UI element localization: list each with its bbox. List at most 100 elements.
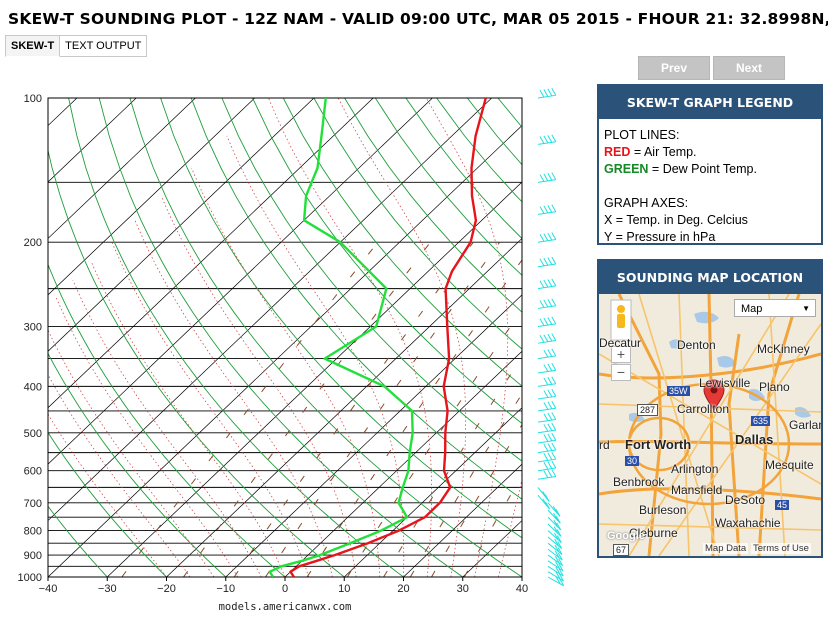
isotherm-line — [48, 98, 137, 183]
wind-barb — [547, 502, 561, 517]
wind-barb — [537, 442, 557, 454]
wind-barb — [537, 134, 557, 145]
tab-skew-t[interactable]: SKEW-T — [5, 35, 61, 57]
mixing-ratio-line — [463, 474, 522, 577]
tab-text-output[interactable]: TEXT OUTPUT — [60, 35, 148, 57]
temp-tick-label: −40 — [39, 583, 58, 595]
pressure-tick-label: 500 — [24, 428, 42, 440]
temp-tick-label: 30 — [457, 583, 469, 595]
pressure-tick-label: 800 — [24, 526, 42, 538]
plot-lines-heading: PLOT LINES: — [604, 128, 680, 142]
map-type-value: Map — [741, 303, 763, 315]
dry-adiabat — [529, 98, 590, 577]
legend-red-text: = Air Temp. — [630, 145, 697, 159]
dry-adiabat — [48, 148, 345, 577]
highway-shield: 45 — [775, 500, 790, 510]
wind-barb — [537, 487, 550, 502]
moist-adiabat — [191, 167, 381, 577]
mixing-ratio-line — [233, 241, 474, 577]
legend-red-word: RED — [604, 145, 631, 159]
isotherm-line — [462, 520, 522, 577]
isotherm-line — [48, 125, 522, 577]
map-city-label: Decatur — [599, 336, 642, 350]
graph-axes-heading: GRAPH AXES: — [604, 196, 689, 210]
isotherm-line — [581, 98, 590, 577]
wind-barb — [537, 400, 557, 412]
moist-adiabat — [337, 98, 466, 577]
map-city-label: Mesquite — [765, 458, 814, 472]
mixing-ratio-line — [383, 356, 522, 577]
zoom-out-button[interactable]: − — [611, 364, 631, 381]
moist-adiabat — [111, 242, 310, 577]
terms-of-use-link[interactable]: Terms of Use — [751, 543, 811, 554]
map-city-label: Denton — [677, 338, 716, 352]
dry-adiabat — [282, 98, 522, 387]
map-city-label: McKinney — [757, 342, 810, 356]
isotherm-line — [521, 576, 522, 577]
pressure-tick-label: 600 — [24, 466, 42, 478]
moist-adiabat — [91, 261, 286, 577]
isotherm-line — [225, 294, 522, 577]
temp-tick-label: 10 — [338, 583, 350, 595]
temp-tick-label: 20 — [397, 583, 409, 595]
dry-adiabat — [221, 98, 522, 462]
isotherm-line — [344, 407, 522, 577]
wind-barb — [537, 389, 557, 400]
wind-barbs — [537, 88, 565, 587]
wind-barb — [547, 560, 564, 572]
wind-barb — [547, 565, 564, 577]
map-city-label: Waxahachie — [715, 516, 781, 530]
dry-adiabat — [48, 505, 108, 577]
wind-barb — [537, 363, 557, 374]
isotherm-line — [0, 98, 18, 577]
wind-barb — [547, 536, 563, 550]
mixing-ratio-line — [409, 393, 522, 577]
highway-shield: 30 — [625, 456, 640, 466]
dry-adiabat — [129, 98, 522, 577]
mixing-ratio-line — [306, 259, 522, 577]
dry-adiabat — [405, 98, 522, 240]
mixing-ratio-line — [265, 241, 501, 577]
map-city-label: Burleson — [639, 503, 687, 517]
prev-button[interactable]: Prev — [638, 56, 710, 80]
isotherm-line — [166, 237, 522, 577]
sounding-map[interactable]: Map ▼ + − Decatur Denton McKinney Lewisv… — [599, 294, 821, 556]
legend-y-axis: Y = Pressure in hPa — [604, 230, 716, 244]
pressure-tick-label: 700 — [24, 498, 42, 510]
wind-barb — [547, 509, 561, 524]
map-marker[interactable] — [703, 379, 725, 411]
graph-legend: SKEW-T GRAPH LEGEND PLOT LINES: RED = Ai… — [597, 84, 823, 245]
dry-adiabat — [48, 431, 167, 577]
isotherm-line — [48, 98, 255, 296]
plot-frame — [47, 97, 523, 578]
map-city-label: Lewisville — [699, 376, 751, 390]
map-data-link[interactable]: Map Data — [703, 543, 749, 554]
mixing-ratio-line — [346, 308, 522, 577]
pressure-tick-label: 400 — [24, 381, 42, 393]
google-logo: Google — [607, 530, 645, 542]
next-button[interactable]: Next — [713, 56, 785, 80]
moist-adiabat — [48, 329, 215, 577]
wind-barb — [537, 256, 557, 268]
zoom-in-button[interactable]: + — [611, 346, 631, 363]
wind-barb — [537, 348, 557, 360]
isotherm-line — [48, 98, 196, 239]
dry-adiabat — [374, 98, 522, 276]
map-city-label: Plano — [759, 380, 790, 394]
dry-adiabat — [313, 98, 522, 350]
map-city-label: Cleburne — [629, 526, 678, 540]
legend-title: SKEW-T GRAPH LEGEND — [599, 86, 821, 119]
wind-barb — [537, 333, 557, 344]
wind-barb — [537, 172, 557, 183]
wind-barb — [537, 88, 557, 99]
wind-barb — [537, 316, 557, 328]
wind-barb — [537, 469, 557, 480]
air-temp-line — [289, 98, 487, 577]
map-title: SOUNDING MAP LOCATION — [599, 261, 821, 294]
moist-adiabat — [134, 220, 333, 577]
dry-adiabat — [68, 98, 404, 577]
map-type-select[interactable]: Map ▼ — [734, 299, 816, 317]
wind-barb — [537, 278, 557, 290]
moist-adiabat — [48, 373, 191, 577]
temp-tick-label: −20 — [157, 583, 176, 595]
